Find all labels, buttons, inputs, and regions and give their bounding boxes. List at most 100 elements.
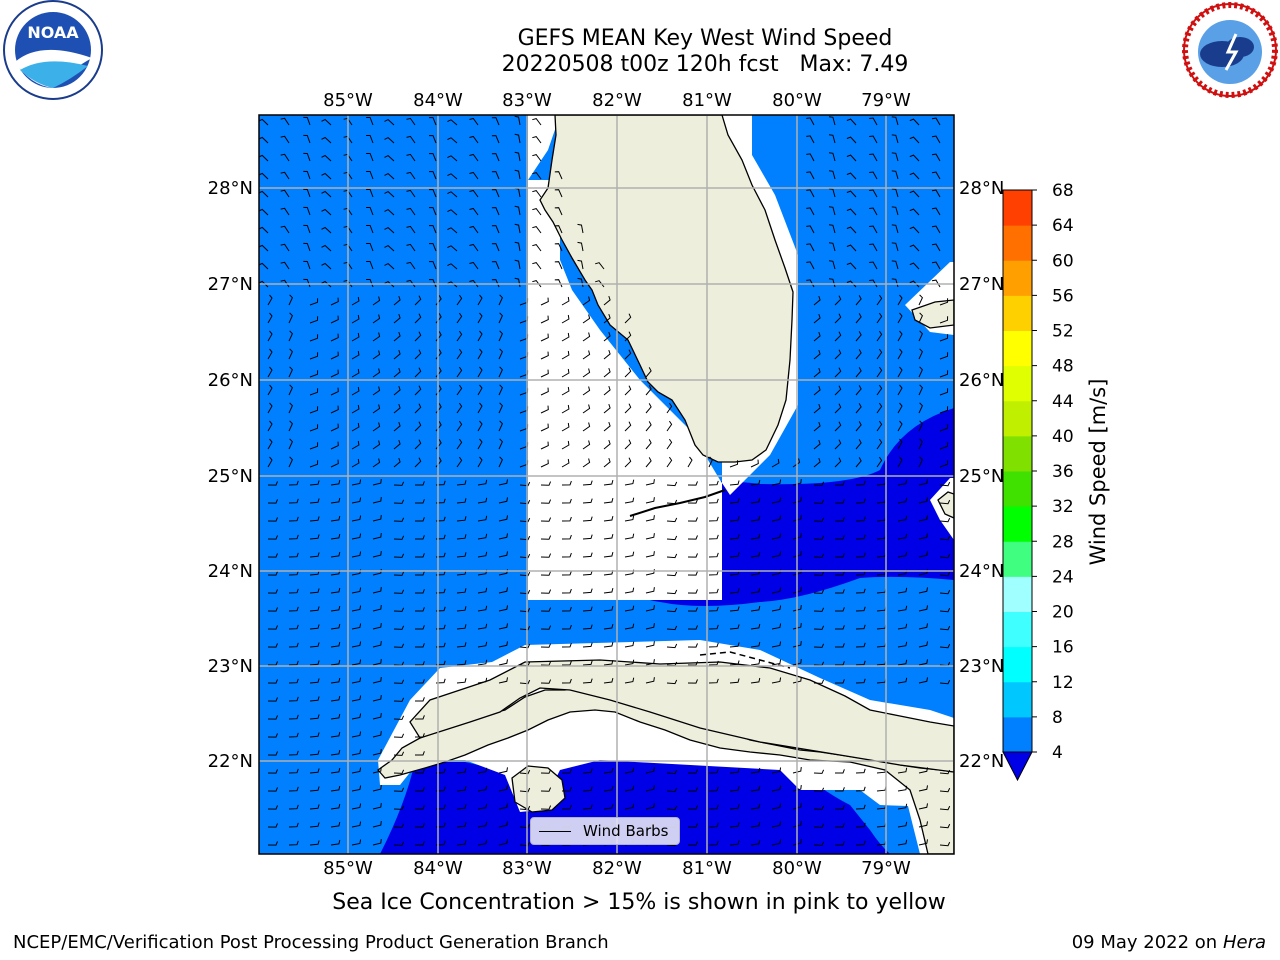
wind-barb: [351, 659, 362, 666]
wind-barb: [846, 262, 857, 270]
wind-barb: [813, 295, 821, 306]
graticule: [259, 115, 954, 854]
wind-barb: [645, 421, 652, 432]
wind-barb: [393, 589, 405, 594]
wind-barb: [393, 313, 401, 324]
wind-barb: [519, 607, 531, 613]
wind-barb: [540, 553, 552, 558]
wind-barb: [267, 679, 278, 684]
wind-barb: [729, 498, 740, 504]
wind-barb: [288, 552, 299, 558]
wind-barb: [792, 458, 801, 468]
colorbar-tick-label: 32: [1052, 497, 1074, 517]
wind-barb: [393, 481, 405, 486]
wind-barb: [750, 677, 761, 684]
wind-barb: [835, 787, 845, 792]
wind-barb: [330, 587, 341, 594]
wind-barb: [931, 135, 941, 144]
wind-barb: [918, 348, 924, 360]
wind-barb: [498, 420, 504, 432]
wind-barb: [366, 171, 374, 180]
wind-barb: [897, 312, 903, 324]
wind-barb: [813, 481, 825, 486]
wind-barb: [645, 767, 655, 774]
wind-barb: [330, 369, 339, 378]
wind-barb: [498, 312, 504, 324]
wind-barb: [897, 821, 908, 828]
wind-barb: [414, 349, 422, 360]
wind-barb: [624, 515, 635, 522]
wind-barb: [624, 479, 635, 486]
wind-barb: [792, 551, 802, 558]
colorbar-tick-label: 56: [1052, 286, 1074, 306]
wind-barb: [624, 367, 632, 378]
wind-barb: [309, 732, 320, 738]
wind-barb: [321, 208, 332, 216]
wind-barb: [813, 367, 821, 378]
wind-barb: [366, 135, 374, 144]
wind-barb: [309, 516, 320, 522]
wind-barb: [393, 535, 405, 540]
wind-barb: [414, 457, 422, 468]
wind-barb: [372, 296, 381, 306]
wind-barb: [806, 243, 815, 252]
wind-barb: [603, 641, 614, 648]
wind-barb: [750, 587, 761, 594]
wind-barb: [897, 420, 903, 432]
wind-barb: [309, 552, 320, 558]
wind-barb: [561, 404, 570, 414]
wind-barb: [918, 785, 928, 792]
wind-barb: [561, 660, 572, 666]
wind-barb: [561, 368, 570, 378]
wind-barb: [708, 570, 719, 576]
wind-barb: [918, 438, 924, 450]
wind-barb: [288, 348, 294, 360]
wind-barb: [792, 785, 802, 792]
wind-barb: [577, 259, 584, 270]
wind-barb: [846, 226, 857, 234]
wind-barb: [729, 460, 739, 468]
wind-barb: [514, 205, 521, 216]
wind-barb: [708, 840, 719, 846]
wind-barb: [280, 243, 290, 252]
wind-barb: [393, 841, 405, 846]
wind-barb: [372, 368, 381, 378]
wind-barb: [456, 294, 463, 306]
wind-barb: [806, 171, 815, 180]
wind-barb: [855, 421, 862, 432]
wind-barb: [897, 348, 903, 360]
wind-barb: [351, 821, 362, 828]
wind-barb: [687, 553, 698, 558]
wind-barb: [806, 135, 815, 144]
wind-barb: [372, 497, 382, 504]
wind-barb: [577, 241, 584, 252]
wind-barb: [891, 206, 899, 216]
colorbar-segment: [1003, 681, 1032, 718]
wind-barb: [931, 225, 941, 234]
wind-barb: [869, 207, 878, 216]
wind-barb: [708, 642, 719, 648]
wind-barb: [624, 331, 632, 342]
wind-barb: [869, 243, 878, 252]
wind-barb: [415, 715, 425, 720]
wind-barb: [666, 438, 673, 450]
wind-barb: [267, 643, 278, 648]
wind-barb: [806, 117, 815, 126]
wind-barb: [813, 841, 825, 846]
wind-barb: [939, 460, 949, 468]
wind-barb: [828, 224, 836, 234]
wind-barb: [909, 172, 920, 180]
wind-barb: [351, 386, 360, 396]
wind-barb: [259, 190, 269, 198]
wind-barb: [939, 769, 951, 775]
wind-barb: [351, 314, 360, 324]
wind-barb: [280, 261, 290, 270]
wind-barb: [330, 333, 339, 342]
wind-barb: [939, 406, 949, 414]
wind-barb: [477, 785, 488, 792]
wind-barb: [708, 768, 719, 774]
wind-barb: [477, 677, 488, 684]
lat-label-right: 26°N: [959, 370, 1004, 391]
lat-label-right: 25°N: [959, 466, 1004, 487]
wind-barb: [321, 136, 332, 144]
